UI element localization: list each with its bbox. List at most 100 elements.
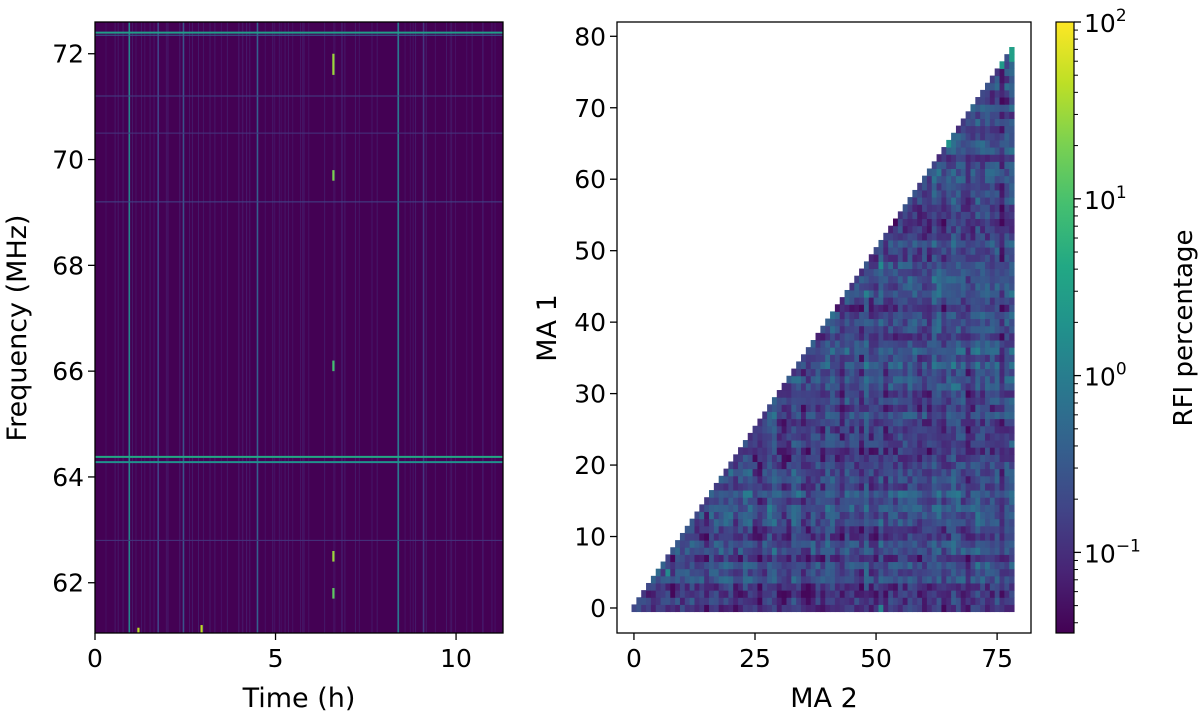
- baseline-cell: [786, 375, 792, 384]
- baseline-cell: [975, 532, 981, 541]
- baseline-cell: [926, 268, 933, 277]
- baseline-cell: [931, 590, 938, 598]
- baseline-cell: [679, 540, 686, 548]
- baseline-cell: [922, 504, 928, 513]
- baseline-cell: [980, 89, 986, 98]
- baseline-cell: [936, 468, 942, 477]
- baseline-cell: [999, 239, 1005, 248]
- baseline-cell: [771, 590, 778, 598]
- baseline-cell: [965, 504, 971, 513]
- baseline-cell: [1004, 132, 1010, 141]
- baseline-cell: [926, 189, 933, 198]
- baseline-cell: [941, 561, 947, 570]
- baseline-cell: [980, 575, 986, 584]
- baseline-cell: [989, 182, 996, 191]
- baseline-cell: [893, 432, 899, 441]
- baseline-cell: [757, 504, 763, 513]
- baseline-cell: [791, 390, 797, 398]
- baseline-cell: [1009, 332, 1015, 341]
- baseline-cell: [955, 590, 962, 598]
- baseline-cell: [844, 504, 850, 513]
- baseline-cell: [989, 547, 996, 555]
- baseline-cell: [767, 518, 773, 527]
- baseline-cell: [738, 482, 744, 491]
- baseline-cell: [985, 461, 991, 470]
- baseline-cell: [936, 382, 942, 391]
- baseline-cell: [994, 354, 1001, 362]
- baseline-cell: [878, 347, 884, 355]
- baseline-cell: [936, 289, 942, 298]
- baseline-cell: [757, 425, 763, 434]
- baseline-cell: [868, 347, 875, 355]
- baseline-cell: [980, 211, 986, 220]
- baseline-cell: [951, 540, 957, 548]
- baseline-cell: [994, 454, 1001, 462]
- baseline-cell: [897, 382, 904, 391]
- baseline-cell: [655, 575, 662, 584]
- baseline-cell: [752, 561, 758, 570]
- baseline-cell: [994, 547, 1001, 555]
- baseline-cell: [849, 332, 855, 341]
- baseline-cell: [786, 468, 792, 477]
- baseline-cell: [980, 490, 986, 498]
- baseline-cell: [796, 361, 802, 370]
- baseline-cell: [893, 561, 899, 570]
- baseline-cell: [805, 532, 812, 541]
- baseline-cell: [786, 518, 792, 527]
- baseline-cell: [975, 325, 981, 334]
- baseline-cell: [975, 275, 981, 284]
- baseline-cell: [965, 468, 971, 477]
- baseline-cell: [912, 268, 918, 277]
- baseline-cell: [951, 461, 957, 470]
- baseline-cell: [888, 425, 894, 434]
- baseline-cell: [801, 575, 807, 584]
- baseline-cell: [873, 597, 879, 605]
- baseline-cell: [970, 118, 976, 127]
- baseline-cell: [825, 575, 831, 584]
- baseline-cell: [849, 461, 855, 470]
- baseline-cell: [771, 582, 778, 591]
- baseline-cell: [907, 211, 913, 220]
- baseline-cell: [810, 432, 817, 441]
- baseline-cell: [1009, 239, 1015, 248]
- baseline-cell: [767, 597, 773, 605]
- baseline-cell: [844, 347, 850, 355]
- baseline-cell: [951, 225, 957, 234]
- baseline-cell: [810, 440, 817, 448]
- baseline-cell: [912, 354, 918, 362]
- baseline-cell: [985, 540, 991, 548]
- baseline-cell: [757, 447, 763, 455]
- baseline-cell: [1009, 268, 1015, 277]
- baseline-cell: [936, 161, 942, 169]
- baseline-cell: [936, 268, 942, 277]
- baseline-cell: [917, 254, 923, 262]
- baseline-cell: [893, 511, 899, 520]
- baseline-cell: [946, 204, 952, 212]
- baseline-cell: [970, 132, 976, 141]
- baseline-cell: [965, 597, 971, 605]
- baseline-cell: [738, 532, 744, 541]
- baseline-cell: [1004, 89, 1010, 98]
- baseline-cell: [897, 275, 904, 284]
- baseline-cell: [907, 204, 913, 212]
- baseline-cell: [873, 368, 879, 377]
- baseline-cell: [941, 297, 947, 305]
- baseline-cell: [854, 318, 860, 327]
- baseline-cell: [941, 147, 947, 155]
- baseline-cell: [975, 411, 981, 420]
- baseline-cell: [897, 540, 904, 548]
- baseline-cell: [999, 497, 1005, 505]
- baseline-cell: [849, 482, 855, 491]
- baseline-cell: [980, 182, 986, 191]
- baseline-cell: [975, 189, 981, 198]
- baseline-cell: [897, 340, 904, 348]
- baseline-cell: [946, 568, 952, 577]
- baseline-cell: [994, 147, 1001, 155]
- baseline-cell: [849, 504, 855, 513]
- baseline-cell: [902, 411, 909, 420]
- baseline-cell: [902, 590, 909, 598]
- baseline-cell: [897, 497, 904, 505]
- baseline-cell: [965, 490, 971, 498]
- baseline-cell: [917, 311, 923, 320]
